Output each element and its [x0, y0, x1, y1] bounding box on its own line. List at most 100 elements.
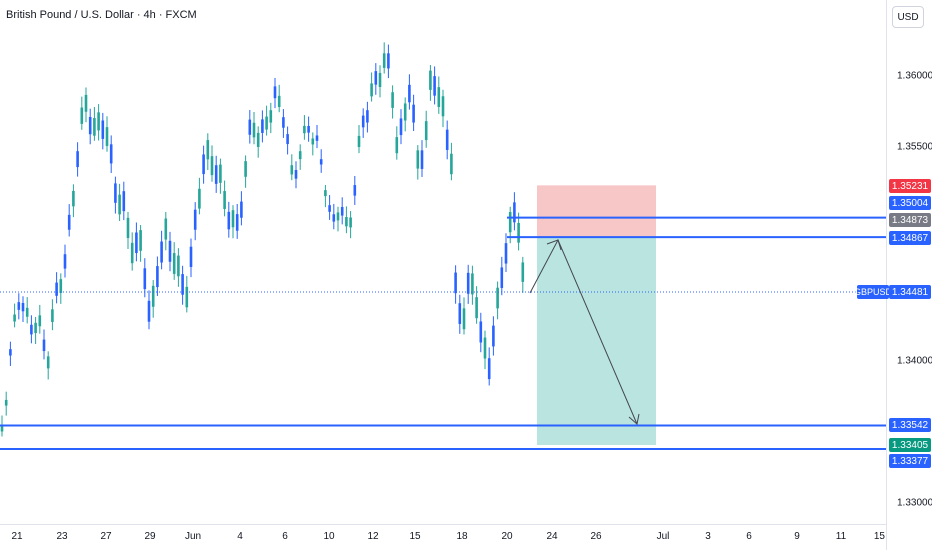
- candle-body: [97, 112, 100, 131]
- candle-body: [307, 125, 310, 133]
- candle-body: [181, 274, 184, 295]
- candle-body: [219, 164, 222, 183]
- candle-body: [475, 297, 478, 319]
- candle-body: [139, 230, 142, 251]
- candle-body: [521, 262, 525, 282]
- candle-body: [189, 246, 193, 267]
- candle-body: [290, 165, 294, 175]
- candle-body: [349, 217, 352, 228]
- candle-body: [361, 115, 365, 128]
- candle-body: [13, 314, 16, 322]
- candle-body: [21, 302, 25, 312]
- candle-body: [466, 272, 470, 294]
- candle-body: [135, 232, 138, 254]
- candle-body: [122, 191, 126, 212]
- candle-body: [437, 87, 441, 107]
- candle-body: [223, 191, 226, 209]
- candle-body: [9, 349, 12, 356]
- candle-body: [160, 241, 163, 263]
- currency-button[interactable]: USD: [892, 6, 924, 28]
- candle-body: [177, 255, 180, 277]
- candle-body: [172, 253, 176, 274]
- time-label: 4: [237, 531, 243, 542]
- candle-body: [147, 300, 151, 322]
- candle-body: [210, 156, 214, 176]
- candle-body: [403, 103, 407, 121]
- candle-body: [72, 190, 75, 207]
- chart-area[interactable]: British Pound / U.S. Dollar · 4h · FXCM: [0, 0, 886, 524]
- candle-body: [496, 287, 499, 309]
- price-axis[interactable]: [886, 0, 932, 550]
- candle-body: [508, 212, 512, 233]
- candle-body: [277, 95, 281, 108]
- candle-body: [42, 339, 46, 352]
- candle-body: [265, 116, 268, 130]
- candle-body: [118, 194, 121, 215]
- time-label: 15: [409, 531, 421, 542]
- candle-body: [311, 138, 315, 145]
- candle-body: [458, 303, 462, 324]
- symbol-tag: GBPUSD: [854, 285, 893, 299]
- projection-arrow[interactable]: [529, 238, 640, 425]
- time-axis[interactable]: 21 23 27 29 Jun 4 6 10 12 15 18 20 24 26…: [0, 524, 886, 550]
- candle-body: [168, 240, 172, 262]
- risk-zone[interactable]: [537, 185, 656, 238]
- candle-body: [420, 150, 424, 169]
- candle-body: [80, 107, 84, 124]
- candle-body: [101, 120, 105, 139]
- candle-body: [88, 116, 92, 135]
- candle-body: [370, 83, 373, 97]
- candle-body: [235, 214, 239, 231]
- candle-body: [282, 117, 285, 128]
- time-label: 10: [323, 531, 335, 542]
- candle-body: [206, 140, 210, 160]
- candle-body: [319, 159, 323, 165]
- horizontal-levels[interactable]: [0, 216, 886, 450]
- candle-body: [105, 127, 109, 146]
- candle-body: [395, 137, 399, 154]
- candle-body: [17, 302, 21, 310]
- candle-body: [471, 273, 474, 295]
- candle-body: [151, 285, 155, 307]
- target-price-tag: 1.33405: [889, 438, 931, 452]
- stop-price-tag: 1.35231: [889, 179, 931, 193]
- candle-body: [487, 358, 491, 380]
- candle-body: [378, 72, 382, 87]
- candle-body: [231, 210, 235, 228]
- candle-body: [353, 185, 357, 196]
- level-price-tag: 1.33377: [889, 454, 931, 468]
- candle-body: [46, 356, 50, 369]
- candle-body: [391, 92, 394, 108]
- candle-body: [51, 309, 54, 322]
- candle-body: [0, 426, 4, 432]
- current-price-tag: 1.34481: [889, 285, 931, 299]
- chart-title: British Pound / U.S. Dollar · 4h · FXCM: [6, 9, 197, 21]
- time-label: 3: [705, 531, 711, 542]
- time-label: 21: [11, 531, 23, 542]
- candle-body: [357, 135, 361, 148]
- short-position-tool[interactable]: [537, 185, 656, 446]
- candle-body: [328, 205, 331, 212]
- candle-body: [303, 125, 306, 134]
- price-chart[interactable]: [0, 0, 886, 524]
- candle-body: [517, 222, 520, 243]
- time-label: 6: [282, 531, 288, 542]
- candle-body: [441, 96, 445, 117]
- candle-body: [256, 132, 260, 147]
- candle-body: [55, 282, 58, 296]
- level-price-tag: 1.33542: [889, 418, 931, 432]
- price-label: 1.33000: [897, 497, 932, 509]
- time-label: 24: [546, 531, 558, 542]
- candle-body: [143, 268, 147, 290]
- level-price-tag: 1.34873: [889, 213, 931, 227]
- reward-zone[interactable]: [537, 237, 656, 446]
- candle-body: [164, 218, 168, 240]
- candle-body: [500, 267, 504, 288]
- candle-body: [298, 151, 302, 160]
- candle-body: [114, 183, 117, 203]
- candle-body: [63, 254, 67, 269]
- arrow-head: [628, 413, 640, 425]
- candle-body: [93, 118, 96, 136]
- arrow-head: [546, 239, 562, 251]
- price-label: 1.34000: [897, 355, 932, 367]
